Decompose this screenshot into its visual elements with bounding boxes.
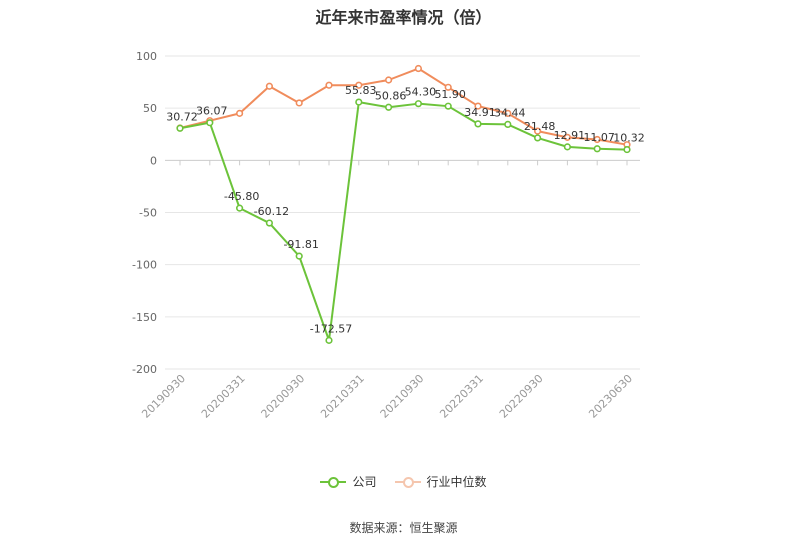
industry-median-point: [295, 99, 303, 107]
source-note: 数据来源：恒生聚源: [349, 521, 458, 535]
company-point: [623, 145, 631, 154]
company-point: [593, 145, 601, 153]
industry-median-point: [355, 81, 363, 89]
company-point: [265, 219, 274, 227]
company-data-label: 30.72: [166, 110, 198, 123]
x-tick-label: 20200331: [199, 372, 248, 421]
industry-median-line: [179, 67, 628, 146]
y-tick-label: 100: [136, 50, 157, 63]
legend-industry-median-marker: [394, 475, 421, 489]
grid-layer: [165, 55, 640, 370]
company-data-label: 54.30: [405, 86, 437, 99]
company-data-label: 21.48: [524, 120, 556, 133]
x-tick-label: 20220331: [437, 372, 486, 421]
company-point: [385, 103, 393, 111]
industry-median-point: [533, 127, 542, 135]
x-tick-label: 20220930: [497, 372, 546, 421]
x-tick-label: 20230630: [586, 372, 635, 421]
company-point: [533, 134, 542, 142]
legend-company-marker: [320, 475, 347, 489]
company-point: [355, 98, 363, 106]
company-point: [414, 100, 423, 108]
company-data-label: -172.57: [310, 322, 352, 335]
company-data-label: 36.07: [196, 105, 228, 118]
company-point: [444, 102, 452, 110]
x-tick-label: 20210930: [378, 372, 427, 421]
company-point: [563, 143, 572, 151]
company-point: [325, 336, 333, 344]
y-tick-label: -100: [132, 259, 157, 272]
industry-median-point: [504, 109, 512, 117]
company-point: [236, 204, 244, 212]
company-point: [206, 119, 214, 127]
company-data-label: -60.12: [254, 205, 289, 218]
x-tick-label: 20200930: [259, 372, 308, 421]
company-point: [474, 120, 482, 128]
company-data-label: 34.91: [464, 106, 496, 119]
legend-company-label: 公司: [352, 475, 377, 489]
industry-median-point: [444, 83, 452, 91]
x-tick-label: 20190930: [139, 372, 188, 421]
industry-median-point: [414, 64, 423, 73]
y-tick-label: 0: [150, 154, 157, 167]
company-data-label: 12.91: [554, 129, 586, 142]
company-point: [504, 120, 512, 129]
company-line: [179, 101, 628, 342]
industry-median-point: [474, 102, 482, 110]
industry-median-point: [265, 82, 274, 90]
company-data-label: -91.81: [283, 238, 318, 251]
company-point: [176, 124, 184, 132]
industry-median-point: [593, 135, 601, 144]
legend: 公司 行业中位数: [0, 473, 807, 490]
y-tick-label: -150: [132, 311, 157, 324]
industry-median-point: [236, 109, 244, 117]
industry-median-point: [385, 76, 393, 84]
company-data-label: 55.83: [345, 84, 377, 97]
company-data-label: 10.32: [613, 132, 645, 145]
company-data-label: 51.90: [434, 88, 466, 101]
y-tick-label: -50: [139, 207, 157, 220]
company-data-label: 50.86: [375, 89, 407, 102]
x-tick-label: 20210331: [318, 372, 367, 421]
company-data-label: -45.80: [224, 190, 259, 203]
legend-item-company[interactable]: 公司: [320, 473, 377, 490]
company-data-label: 11.07: [583, 131, 615, 144]
y-tick-label: 50: [143, 102, 157, 115]
legend-item-industry-median[interactable]: 行业中位数: [394, 473, 487, 490]
chart-title: 近年来市盈率情况（倍）: [315, 8, 492, 27]
industry-median-point: [325, 81, 333, 89]
company-data-label: 34.44: [494, 106, 526, 119]
legend-industry-median-label: 行业中位数: [426, 475, 487, 489]
series-layer: [176, 64, 631, 344]
company-point: [295, 252, 303, 260]
y-tick-label: -200: [132, 363, 157, 376]
industry-median-point: [563, 133, 572, 141]
